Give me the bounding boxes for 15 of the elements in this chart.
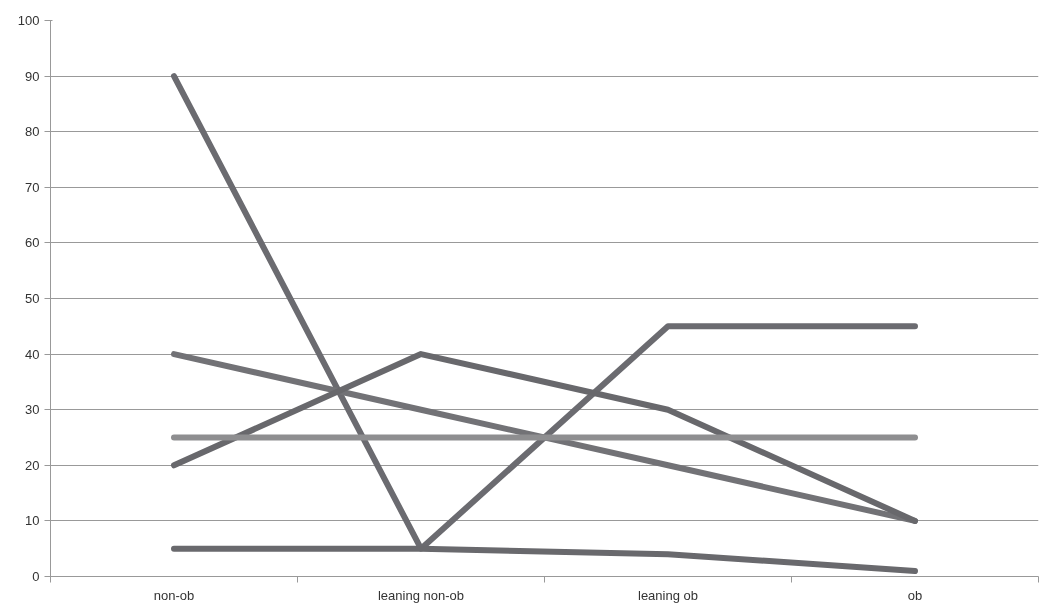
x-tick-label: leaning non-ob [377,587,465,603]
y-tick-label: 30 [25,402,40,418]
y-tick-label: 100 [17,13,40,28]
x-tick-label: leaning ob [638,587,698,603]
y-tick-label: 0 [32,569,40,584]
y-tick-label: 70 [25,179,40,195]
x-tick-label: non-ob [153,587,195,603]
y-tick-label: 40 [25,346,40,362]
y-tick-label: 20 [25,457,40,473]
y-tick-label: 10 [25,513,40,529]
y-tick-label: 50 [25,291,40,306]
y-tick-label: 90 [25,68,40,84]
x-tick-label: ob [907,587,923,603]
y-tick-label: 80 [25,124,40,140]
y-tick-label: 60 [25,235,40,251]
